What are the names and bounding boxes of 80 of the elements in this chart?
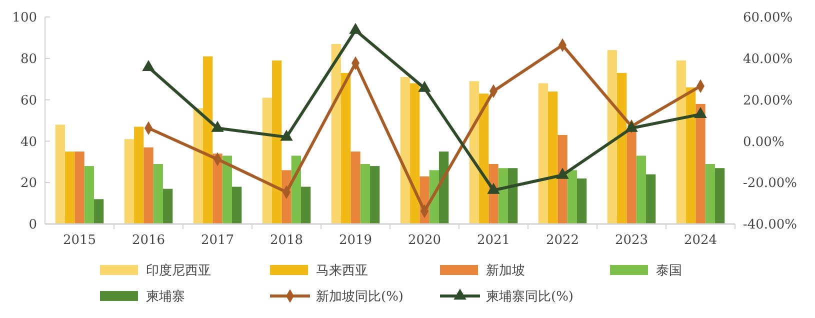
legend-label: 柬埔寨同比(%)	[486, 288, 574, 305]
y2-tick-label: 0.00%	[743, 134, 784, 150]
bar	[94, 199, 104, 224]
bar	[84, 166, 94, 224]
bar	[508, 168, 518, 224]
point	[349, 22, 362, 34]
bar	[134, 126, 144, 224]
legend-label: 泰国	[656, 264, 682, 279]
legend-label: 新加坡	[486, 264, 525, 279]
y-tick-label: 60	[20, 93, 37, 108]
y2-tick-label: 40.00%	[743, 52, 793, 67]
bar	[360, 164, 370, 224]
legend-label: 马来西亚	[316, 264, 368, 279]
point	[418, 80, 431, 92]
bar	[124, 139, 134, 224]
x-tick-label: 2020	[408, 233, 442, 248]
x-tick-label: 2015	[62, 233, 96, 248]
x-tick-label: 2016	[132, 233, 166, 248]
bar	[400, 77, 410, 224]
bar	[350, 152, 360, 224]
bar	[341, 72, 351, 224]
bar	[705, 164, 715, 224]
bar	[438, 152, 449, 224]
bar	[144, 147, 154, 224]
bar	[636, 156, 646, 224]
bar	[538, 83, 548, 224]
bar	[714, 168, 725, 224]
x-tick-label: 2022	[546, 233, 580, 248]
point	[142, 60, 155, 71]
y2-tick-label: 60.00%	[743, 10, 793, 26]
y2-tick-label: -20.00%	[743, 176, 797, 192]
legend-label: 印度尼西亚	[146, 262, 211, 279]
bar	[548, 92, 558, 224]
bar	[272, 60, 282, 224]
y2-tick-label: 20.00%	[743, 93, 793, 108]
legend-label: 新加坡同比(%)	[316, 290, 404, 305]
bar	[65, 152, 75, 224]
bar	[222, 156, 232, 224]
point	[694, 106, 707, 118]
x-tick-label: 2023	[614, 233, 648, 248]
bar	[300, 186, 311, 224]
bar	[232, 186, 242, 224]
bar	[331, 44, 342, 224]
bar	[74, 152, 84, 224]
bar	[617, 72, 627, 224]
point	[280, 130, 293, 141]
bar	[558, 134, 568, 224]
point	[556, 168, 569, 179]
bar	[370, 166, 380, 224]
bar	[203, 56, 213, 224]
bar	[212, 154, 222, 224]
bar	[410, 83, 420, 224]
x-tick-label: 2017	[200, 233, 234, 248]
bar	[498, 168, 508, 224]
bar	[262, 98, 272, 224]
y-tick-label: 20	[20, 176, 37, 192]
x-tick-label: 2018	[270, 233, 304, 248]
bar	[469, 81, 480, 224]
bar	[607, 50, 618, 224]
y-tick-label: 100	[12, 10, 37, 26]
bar	[576, 178, 587, 224]
point	[211, 120, 224, 132]
y-tick-label: 0	[28, 218, 37, 233]
bar	[686, 87, 696, 224]
bar	[676, 60, 686, 224]
x-tick-label: 2021	[476, 233, 510, 248]
bar	[646, 174, 656, 224]
bar	[153, 164, 163, 224]
bar	[162, 188, 173, 224]
bar	[696, 104, 706, 224]
legend-label: 柬埔寨	[146, 288, 185, 305]
y-tick-label: 40	[20, 134, 37, 150]
x-tick-label: 2019	[338, 233, 372, 248]
point	[625, 120, 638, 132]
bar	[567, 170, 577, 224]
y2-tick-label: -40.00%	[743, 218, 797, 233]
x-tick-label: 2024	[684, 233, 718, 248]
bar	[55, 124, 66, 224]
bar	[193, 108, 204, 224]
y-tick-label: 80	[20, 52, 37, 67]
